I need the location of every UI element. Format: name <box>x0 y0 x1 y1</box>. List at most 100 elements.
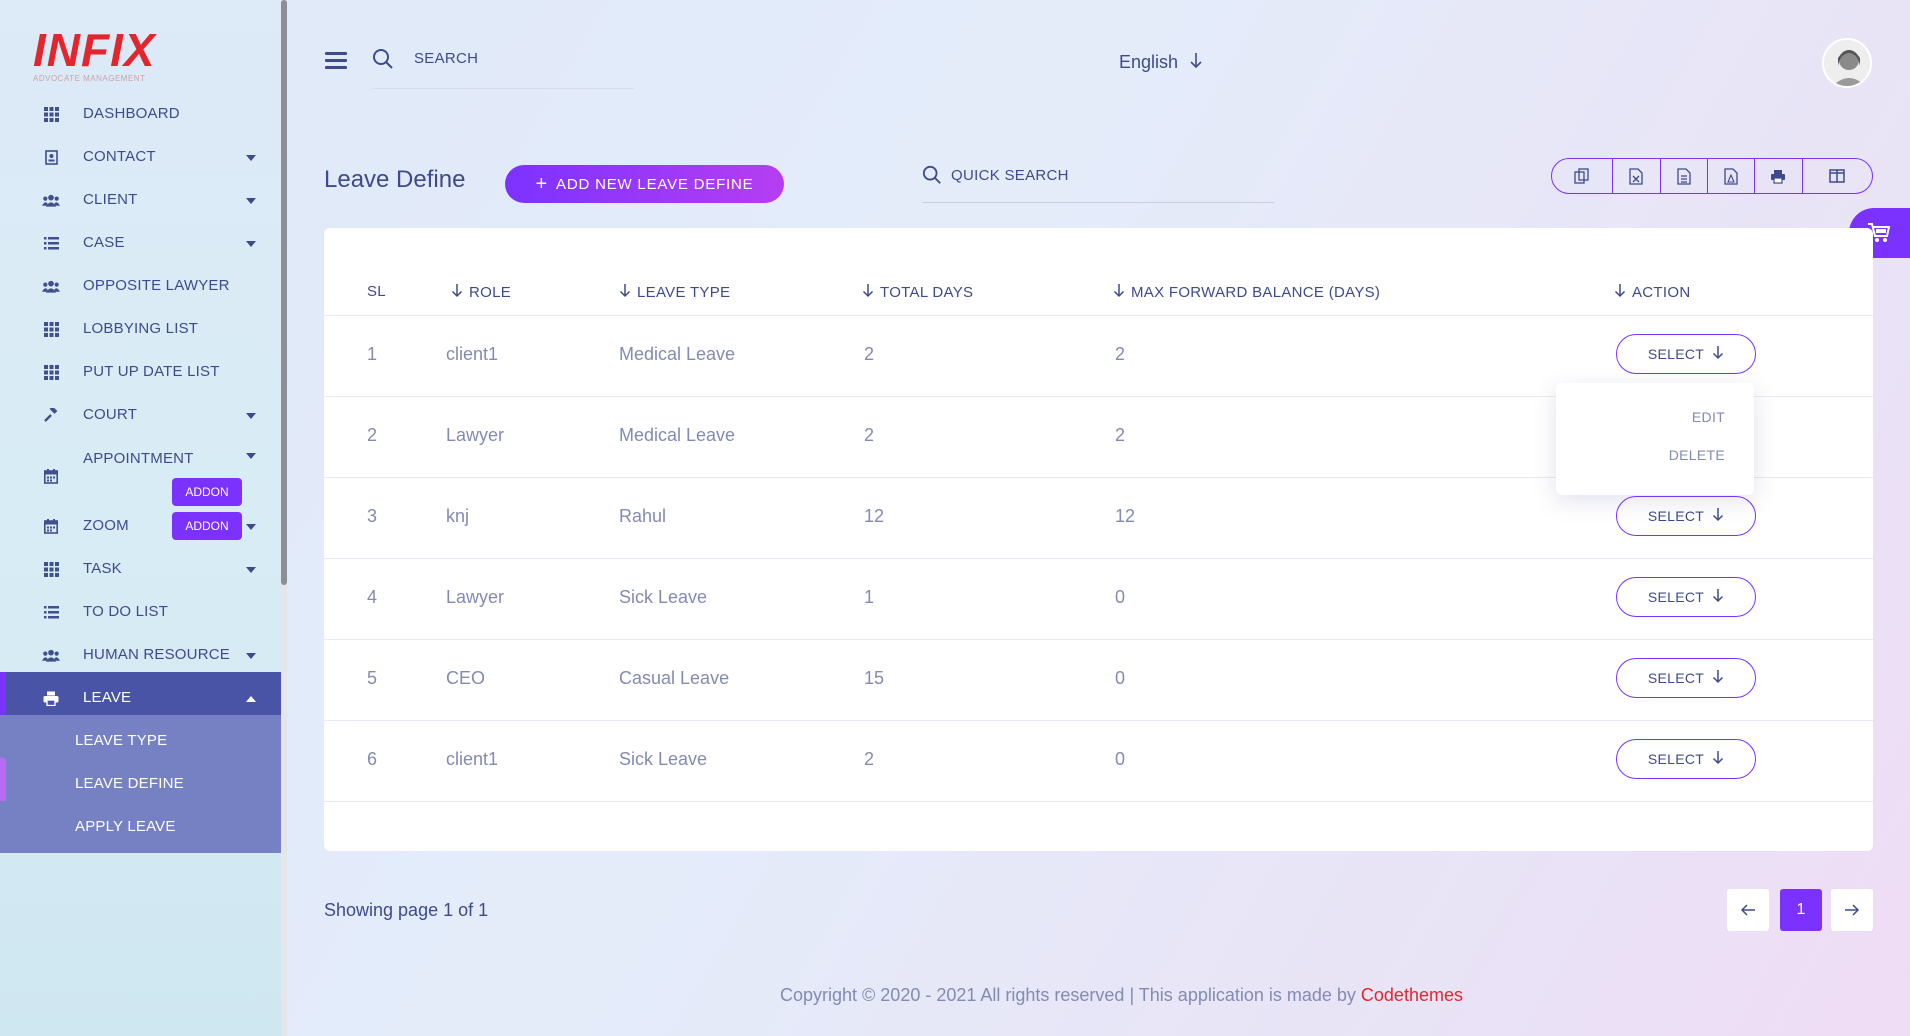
select-action-button[interactable]: SELECT <box>1616 739 1756 779</box>
column-header-leave-type[interactable]: LEAVE TYPE <box>619 283 730 302</box>
sidebar-item-court[interactable]: COURT <box>0 389 281 441</box>
footer-brand-link[interactable]: Codethemes <box>1360 985 1463 1005</box>
column-header-label: ACTION <box>1632 284 1691 301</box>
caret-down-icon[interactable] <box>246 155 256 161</box>
caret-down-icon[interactable] <box>246 453 256 459</box>
language-select[interactable]: English <box>1119 52 1179 72</box>
sidebar-item-case[interactable]: CASE <box>0 217 281 269</box>
table-cell-total-days: 12 <box>864 506 885 526</box>
table-cell-role: client1 <box>446 749 499 769</box>
next-page-button[interactable] <box>1831 889 1873 931</box>
list-icon <box>42 235 60 251</box>
users-icon <box>42 192 60 208</box>
addon-badge: ADDON <box>172 512 242 540</box>
table-cell-role: Lawyer <box>446 425 505 445</box>
sidebar-subitem-label: LEAVE DEFINE <box>75 775 184 792</box>
row-divider <box>324 801 1873 802</box>
row-divider <box>324 477 1873 478</box>
select-label: SELECT <box>1647 508 1705 524</box>
sidebar-item-to-do-list[interactable]: TO DO LIST <box>0 586 281 638</box>
excel-icon[interactable] <box>1613 159 1661 193</box>
caret-down-icon[interactable] <box>246 567 256 573</box>
sidebar-item-label: TO DO LIST <box>83 603 169 620</box>
sidebar-item-label: OPPOSITE LAWYER <box>83 277 230 294</box>
sort-arrow-icon <box>451 283 463 302</box>
select-action-button[interactable]: SELECT <box>1616 658 1756 698</box>
sidebar-item-zoom[interactable]: ZOOM ADDON <box>0 500 281 552</box>
sidebar-item-task[interactable]: TASK <box>0 543 281 595</box>
add-new-leave-define-button[interactable]: + ADD NEW LEAVE DEFINE <box>505 165 784 203</box>
logo[interactable]: INFIX ADVOCATE MANAGEMENT <box>33 27 156 83</box>
caret-down-icon[interactable] <box>246 198 256 204</box>
select-label: SELECT <box>1647 346 1705 362</box>
sidebar-item-contact[interactable]: CONTACT <box>0 131 281 183</box>
grid-icon <box>42 321 60 337</box>
csv-icon[interactable] <box>1661 159 1708 193</box>
sidebar-item-human-resource[interactable]: HUMAN RESOURCE <box>0 629 281 681</box>
sidebar-subitem-apply-leave[interactable]: APPLY LEAVE <box>0 801 281 853</box>
column-header-sl: SL <box>367 283 386 300</box>
column-header-total-days[interactable]: TOTAL DAYS <box>862 283 973 302</box>
search-icon[interactable] <box>372 48 394 75</box>
table-cell-total-days: 2 <box>864 344 875 364</box>
table-cell-leave-type: Medical Leave <box>619 425 736 445</box>
table-cell-leave-type: Sick Leave <box>619 749 708 769</box>
caret-down-icon[interactable] <box>246 524 256 530</box>
sidebar-scrollbar-thumb[interactable] <box>281 0 287 585</box>
table-cell-total-days: 2 <box>864 749 875 769</box>
search-input[interactable]: SEARCH <box>414 50 479 67</box>
grid-icon <box>42 561 60 577</box>
quick-search-underline <box>922 202 1274 203</box>
sidebar-item-label: CASE <box>83 234 125 251</box>
select-label: SELECT <box>1647 751 1705 767</box>
page-number-button[interactable]: 1 <box>1780 889 1822 931</box>
select-action-button[interactable]: SELECT <box>1616 577 1756 617</box>
select-action-button[interactable]: SELECT <box>1616 334 1756 374</box>
copy-icon[interactable] <box>1552 159 1614 193</box>
footer: Copyright © 2020 - 2021 All rights reser… <box>780 985 1463 1006</box>
table-cell-leave-type: Medical Leave <box>619 344 736 364</box>
arrow-down-icon <box>1712 507 1724 525</box>
footer-text: Copyright © 2020 - 2021 All rights reser… <box>780 985 1361 1005</box>
arrow-left-icon <box>1740 904 1755 916</box>
column-header-label: SL <box>367 283 386 300</box>
menu-toggle-icon[interactable] <box>325 52 347 70</box>
column-header-max-forward-balance-days[interactable]: MAX FORWARD BALANCE (DAYS) <box>1113 283 1380 302</box>
sidebar-item-client[interactable]: CLIENT <box>0 174 281 226</box>
select-action-button[interactable]: SELECT <box>1616 496 1756 536</box>
column-header-label: ROLE <box>469 284 512 301</box>
arrow-down-icon[interactable] <box>1189 52 1203 75</box>
dropdown-edit[interactable]: EDIT <box>1691 409 1725 425</box>
user-avatar[interactable] <box>1822 38 1872 88</box>
table-cell-sl: 5 <box>367 668 378 688</box>
pdf-icon[interactable] <box>1708 159 1756 193</box>
table-cell-sl: 4 <box>367 587 378 607</box>
sort-arrow-icon <box>1614 283 1626 302</box>
sidebar-item-label: CLIENT <box>83 191 138 208</box>
columns-icon[interactable] <box>1803 159 1872 193</box>
sidebar-item-opposite-lawyer[interactable]: OPPOSITE LAWYER <box>0 260 281 312</box>
sidebar-item-put-up-date-list[interactable]: PUT UP DATE LIST <box>0 346 281 398</box>
quick-search-input[interactable]: QUICK SEARCH <box>951 167 1069 184</box>
print-icon <box>42 690 60 706</box>
prev-page-button[interactable] <box>1727 889 1769 931</box>
caret-up-icon[interactable] <box>246 696 256 702</box>
arrow-down-icon <box>1712 345 1724 363</box>
sidebar-item-dashboard[interactable]: DASHBOARD <box>0 88 281 140</box>
print-icon[interactable] <box>1755 159 1803 193</box>
table-cell-total-days: 1 <box>864 587 875 607</box>
caret-down-icon[interactable] <box>246 413 256 419</box>
column-header-action[interactable]: ACTION <box>1614 283 1690 302</box>
sidebar-item-appointment[interactable]: APPOINTMENT ADDON <box>0 432 281 512</box>
caret-down-icon[interactable] <box>246 241 256 247</box>
grid-icon <box>42 364 60 380</box>
column-header-role[interactable]: ROLE <box>451 283 511 302</box>
list-icon <box>42 604 60 620</box>
row-divider <box>324 315 1873 316</box>
table-cell-role: client1 <box>446 344 499 364</box>
dropdown-delete[interactable]: DELETE <box>1668 447 1725 463</box>
gavel-icon <box>42 407 60 423</box>
sort-arrow-icon <box>862 283 874 302</box>
caret-down-icon[interactable] <box>246 653 256 659</box>
sidebar-item-lobbying-list[interactable]: LOBBYING LIST <box>0 303 281 355</box>
